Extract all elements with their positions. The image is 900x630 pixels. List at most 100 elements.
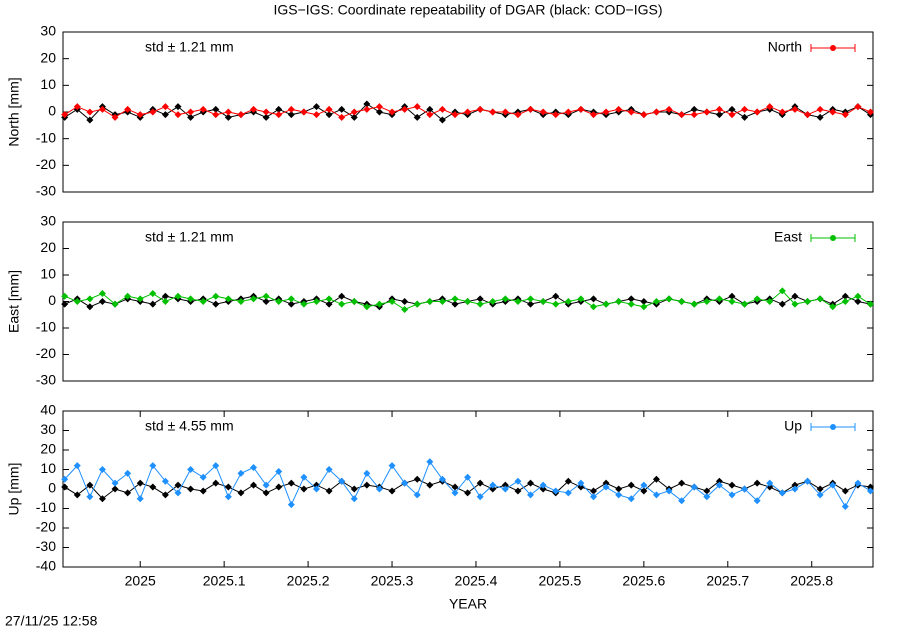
data-point (61, 483, 69, 491)
data-point (577, 105, 585, 113)
data-point (741, 113, 749, 121)
y-tick-label: -20 (36, 345, 56, 361)
y-axis-label: East [mm] (6, 270, 22, 333)
data-point (602, 108, 610, 116)
data-point (615, 298, 623, 305)
data-point (350, 113, 358, 121)
data-point (640, 111, 648, 119)
data-point (753, 497, 761, 505)
x-axis-label: YEAR (449, 596, 487, 612)
data-point (715, 295, 723, 303)
data-point (401, 305, 409, 313)
data-point (678, 111, 686, 119)
data-point (350, 495, 358, 503)
data-point (275, 467, 283, 475)
data-point (791, 292, 799, 300)
data-point (312, 103, 320, 111)
data-point (149, 108, 157, 116)
data-point (829, 108, 837, 116)
data-point (136, 479, 144, 487)
data-point (690, 105, 698, 113)
data-point (73, 298, 81, 305)
data-point (174, 489, 182, 497)
data-point (73, 103, 81, 111)
data-point (816, 105, 824, 113)
y-tick-label: 0 (48, 480, 56, 496)
data-point (174, 292, 182, 300)
data-point (275, 483, 283, 491)
data-point (678, 298, 686, 305)
data-point (829, 481, 837, 489)
data-point (741, 300, 749, 308)
data-point (564, 477, 572, 485)
data-point (111, 300, 119, 308)
data-point (866, 300, 874, 308)
annotation: std ± 4.55 mm (145, 418, 234, 434)
data-point (678, 497, 686, 505)
data-point (300, 108, 308, 116)
data-point (652, 475, 660, 483)
data-point (791, 485, 799, 493)
data-point (199, 105, 207, 113)
data-point (602, 479, 610, 487)
data-point (778, 287, 786, 295)
data-point (527, 295, 535, 303)
data-point (325, 111, 333, 119)
data-point (149, 483, 157, 491)
data-point (804, 477, 812, 485)
data-point (98, 495, 106, 503)
data-point (501, 485, 509, 493)
data-point (728, 111, 736, 119)
y-tick-label: 10 (40, 76, 56, 92)
data-point (552, 300, 560, 308)
data-point (312, 298, 320, 305)
data-point (690, 300, 698, 308)
y-tick-label: -10 (36, 129, 56, 145)
data-point (627, 108, 635, 116)
data-point (464, 298, 472, 305)
data-point (678, 479, 686, 487)
data-point (741, 105, 749, 113)
data-point (589, 295, 597, 303)
data-point (98, 290, 106, 298)
y-tick-label: 20 (40, 239, 56, 255)
data-point (136, 495, 144, 503)
y-tick-label: 20 (40, 441, 56, 457)
data-point (325, 466, 333, 473)
data-point (791, 105, 799, 113)
data-point (728, 481, 736, 489)
data-point (250, 481, 258, 489)
data-point (338, 477, 346, 485)
data-point (212, 462, 220, 470)
data-point (275, 111, 283, 119)
data-point (287, 300, 295, 308)
data-point (640, 298, 648, 305)
data-point (489, 481, 497, 489)
annotation: std ± 1.21 mm (145, 229, 234, 245)
data-point (338, 292, 346, 300)
data-point (804, 111, 812, 119)
data-point (212, 300, 220, 308)
annotation: std ± 1.21 mm (145, 39, 234, 55)
data-point (615, 105, 623, 113)
data-point (527, 105, 535, 113)
data-point (262, 298, 270, 305)
data-point (627, 300, 635, 308)
data-point (187, 466, 195, 473)
data-point (841, 487, 849, 495)
data-point (375, 485, 383, 493)
data-point (602, 300, 610, 308)
data-point (363, 100, 371, 108)
data-point (514, 298, 522, 305)
data-point (375, 108, 383, 116)
data-point (338, 300, 346, 308)
data-point (262, 489, 270, 497)
data-point (413, 113, 421, 121)
data-point (589, 487, 597, 495)
data-point (86, 108, 94, 116)
legend-symbol (830, 45, 836, 51)
data-point (375, 103, 383, 111)
data-point (778, 489, 786, 497)
series-line (64, 460, 871, 508)
data-point (275, 105, 283, 113)
